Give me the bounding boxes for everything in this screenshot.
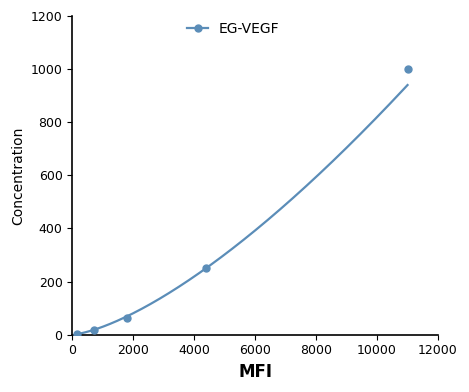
Y-axis label: Concentration: Concentration: [11, 126, 25, 225]
X-axis label: MFI: MFI: [238, 363, 272, 381]
Legend: EG-VEGF: EG-VEGF: [182, 17, 285, 42]
